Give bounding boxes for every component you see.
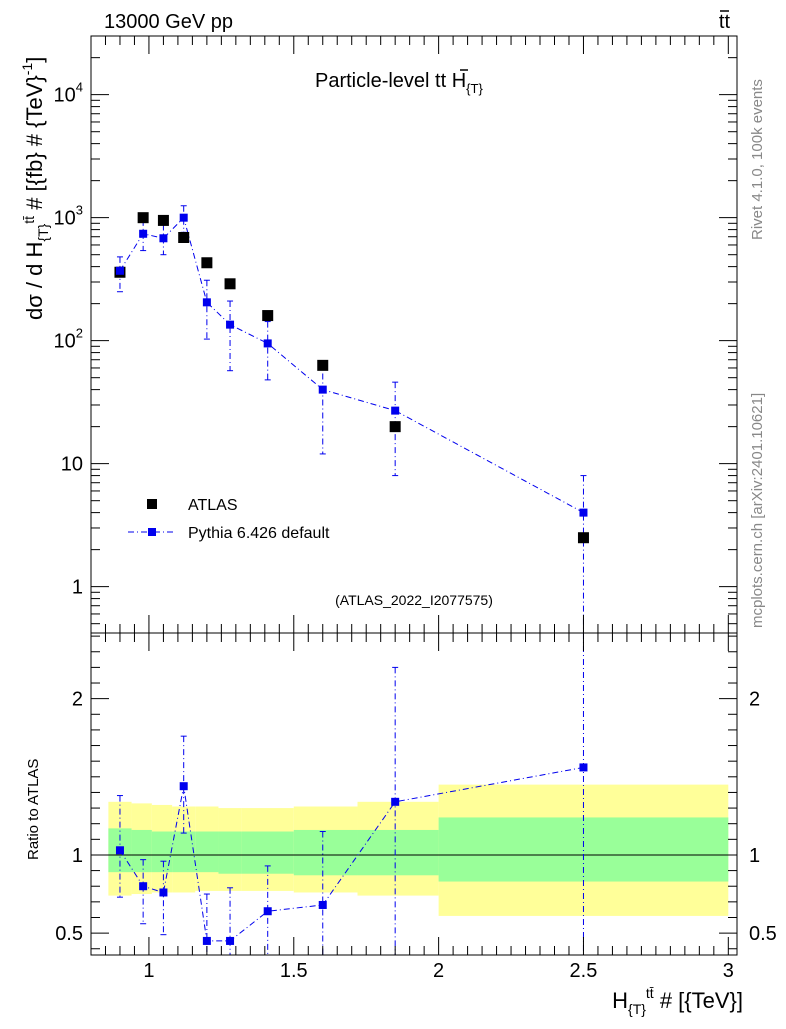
pythia-point [202,298,211,307]
pythia-point [179,213,188,222]
ratio-panel: 0.5 0.5 1 1 2 2 1 1.5 2 2.5 3 Ratio to ATLAS H{T}… [25,632,777,1017]
legend-atlas-marker [147,499,157,509]
legend: ATLAS Pythia 6.426 default [128,497,330,542]
pythia-point [579,508,588,517]
header-energy: 13000 GeV pp [104,11,233,33]
pythia-point [263,339,272,348]
pythia-point [226,320,235,329]
atlas-point [317,359,329,371]
y-tick-label: 10 [61,454,83,476]
atlas-point [201,257,213,269]
uncertainty-band-inner [151,831,173,873]
uncertainty-band-inner [172,831,196,873]
ratio-line [119,766,584,942]
pythia-line [119,216,584,514]
ratio-point [263,907,272,916]
ratio-point [139,882,148,891]
pythia-point [318,385,327,394]
uncertainty-band-inner [195,831,219,873]
atlas-point [224,278,236,290]
y-tick-exponent: 3 [76,203,83,218]
ratio-y-tick-label-right: 0.5 [749,923,777,945]
uncertainty-band-inner [218,831,242,874]
ratio-frame [90,632,738,956]
atlas-point [262,310,274,322]
atlas-point [178,231,190,243]
analysis-label: (ATLAS_2022_I2077575) [335,592,493,608]
atlas-point [157,214,169,226]
ratio-point [115,846,124,855]
ratio-y-tick-label: 1 [72,845,83,867]
main-ylabel: dσ / d H{T}tt̄ # [{fb} # {TeV}-1] [19,57,51,320]
ratio-point [579,763,588,772]
ratio-point [391,797,400,806]
legend-pythia-label: Pythia 6.426 default [188,525,330,542]
y-tick-exponent: 2 [76,326,83,341]
y-tick-label: 1 [72,577,83,599]
uncertainty-band-inner [131,829,152,873]
x-tick-label: 2.5 [570,960,598,982]
pythia-point [115,266,124,275]
rivet-version-label: Rivet 4.1.0, 100k events [749,79,766,240]
legend-atlas-label: ATLAS [188,497,238,514]
ratio-point [159,888,168,897]
ratio-point [318,900,327,909]
pythia-point [159,234,168,243]
x-tick-label: 1 [143,960,154,982]
x-tick-label: 3 [723,960,734,982]
atlas-point [137,212,149,224]
atlas-point [577,532,589,544]
pythia-point [391,406,400,415]
header-process: tt [719,11,731,33]
ratio-point [202,936,211,945]
y-tick-exponent: 4 [76,80,83,95]
ratio-y-tick-label-right: 2 [749,689,760,711]
ratio-ylabel: Ratio to ATLAS [25,759,42,860]
ratio-y-tick-label-right: 1 [749,845,760,867]
x-tick-label: 1.5 [280,960,308,982]
ratio-y-tick-label: 0.5 [55,923,83,945]
x-axis-label: H{T}tt̄ # [{TeV}] [612,985,743,1017]
ratio-point [179,782,188,791]
atlas-point [389,421,401,433]
uncertainty-band-inner [293,829,358,876]
uncertainty-band-inner [357,829,439,876]
pythia-point [139,229,148,238]
ratio-y-tick-label: 2 [72,689,83,711]
x-tick-label: 2 [433,960,444,982]
main-title: Particle-level tt H{T} [315,70,483,96]
mcplots-label: mcplots.cern.ch [arXiv:2401.10621] [749,393,766,628]
ratio-point [226,936,235,945]
legend-pythia-marker [148,528,156,536]
